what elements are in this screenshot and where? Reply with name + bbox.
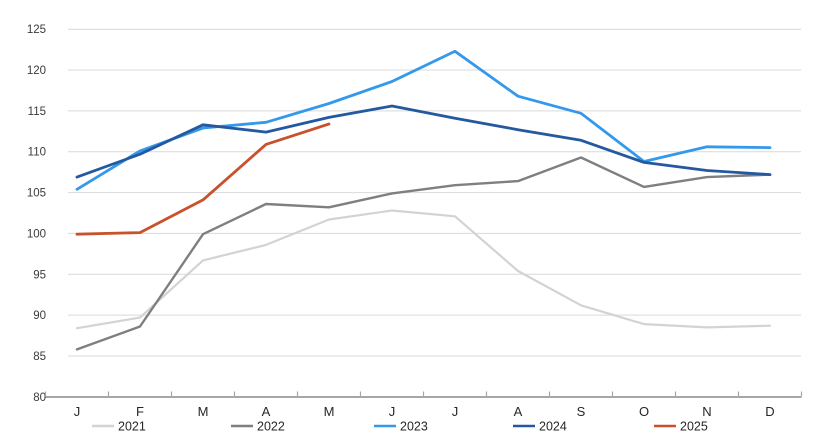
y-axis-tick-label: 120: [27, 65, 46, 77]
legend-label-2024: 2024: [539, 420, 567, 434]
y-axis-tick-label: 100: [27, 228, 46, 240]
y-axis-tick-label: 115: [28, 106, 46, 118]
y-axis-tick-label: 80: [33, 392, 46, 404]
x-axis-month-label: D: [765, 404, 774, 419]
x-axis-month-label: M: [324, 404, 335, 419]
y-axis-tick-label: 90: [33, 310, 46, 322]
x-axis-month-label: A: [514, 404, 523, 419]
x-axis-month-label: J: [74, 404, 81, 419]
legend-label-2021: 2021: [118, 420, 146, 434]
series-line-2021: [75, 209, 772, 330]
series-line-2023: [75, 49, 772, 191]
y-axis-tick-label: 125: [27, 24, 46, 36]
y-axis-tick-label: 105: [27, 188, 46, 200]
series-line-2025: [75, 122, 331, 236]
legend-item-2021: 2021: [92, 420, 146, 434]
legend-item-2024: 2024: [513, 420, 567, 434]
legend-label-2025: 2025: [680, 420, 708, 434]
x-axis-month-label: S: [577, 404, 586, 419]
x-axis-month-label: M: [198, 404, 209, 419]
legend-label-2023: 2023: [400, 420, 428, 434]
legend-label-2022: 2022: [257, 420, 285, 434]
y-axis-tick-label: 95: [33, 269, 46, 281]
x-axis-month-label: A: [262, 404, 271, 419]
x-axis-month-label: O: [639, 404, 649, 419]
legend-item-2023: 2023: [374, 420, 428, 434]
x-axis-month-label: F: [136, 404, 144, 419]
x-axis-month-label: N: [702, 404, 711, 419]
series-line-2024: [75, 104, 772, 179]
x-axis-month-label: J: [389, 404, 396, 419]
x-axis-month-label: J: [452, 404, 459, 419]
legend-item-2025: 2025: [654, 420, 708, 434]
legend-item-2022: 2022: [231, 420, 285, 434]
series-line-2022: [75, 156, 772, 351]
y-axis-tick-label: 85: [33, 351, 46, 363]
y-axis-tick-label: 110: [28, 147, 46, 159]
